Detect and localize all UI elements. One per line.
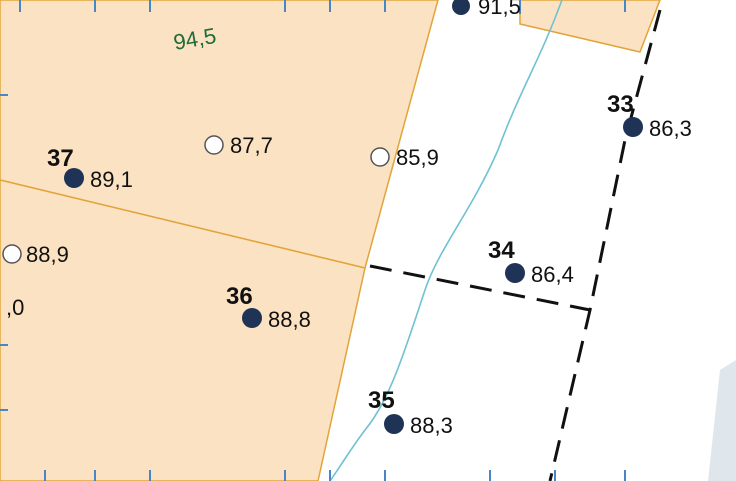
open-point [370,147,390,167]
parcel-south [0,179,366,481]
point-value: 86,4 [531,262,574,287]
point-id: 33 [607,91,634,118]
solid-point [623,117,643,137]
point-id: 35 [368,387,395,414]
point-partial-top [452,0,470,15]
open-point [2,244,22,264]
open-point-value: 87,7 [230,133,273,158]
gray-shade [708,360,736,481]
grid-ticks-top [19,0,626,14]
parcel-northeast [519,0,661,53]
point-id: 37 [47,145,74,172]
point-partial-top-value: 91,5 [478,0,521,19]
solid-point [242,308,262,328]
point-id: 34 [488,237,515,264]
boundary-east [548,9,662,481]
point-value: 88,8 [268,307,311,332]
stream-line [329,0,563,481]
point-value: 86,3 [649,116,692,141]
boundary-middle [369,264,591,312]
grid-ticks-left [0,94,8,411]
open-point-value: 88,9 [26,242,69,267]
solid-point [384,414,404,434]
solid-point [505,263,525,283]
open-point-value: 85,9 [396,145,439,170]
partial-left-label: ,0 [6,295,24,320]
point-id: 36 [226,283,253,310]
point-value: 89,1 [90,167,133,192]
point-value: 88,3 [410,413,453,438]
solid-point [64,168,84,188]
grid-ticks-bottom [44,470,626,481]
open-point [204,135,224,155]
